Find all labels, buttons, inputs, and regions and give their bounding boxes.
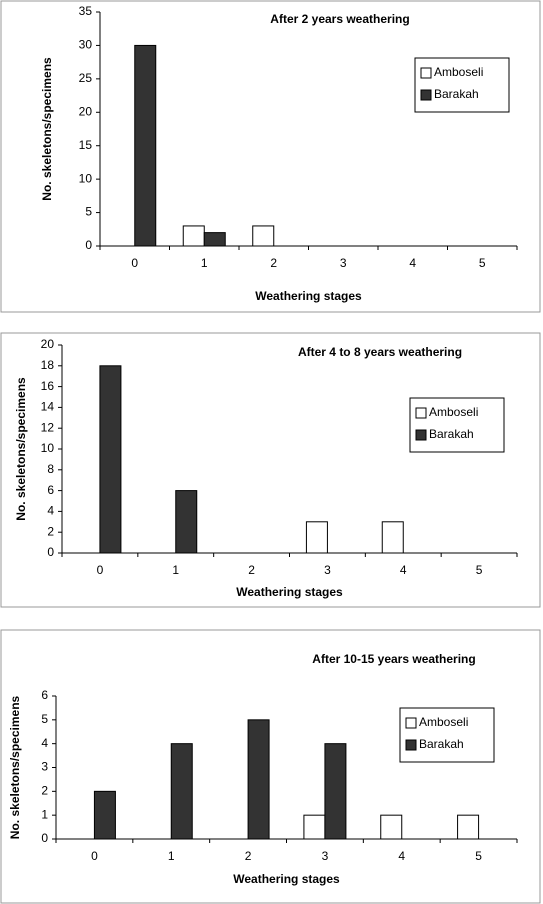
y-tick-label: 2 [47, 524, 54, 538]
bar [99, 365, 122, 554]
y-tick-label: 10 [41, 441, 55, 455]
bar [203, 232, 226, 247]
y-tick-label: 15 [79, 138, 93, 152]
x-tick-label: 4 [398, 849, 405, 863]
y-tick-label: 0 [85, 238, 92, 252]
chart-title: After 10-15 years weathering [312, 652, 475, 666]
x-tick-label: 5 [475, 849, 482, 863]
y-tick-label: 0 [47, 545, 54, 559]
y-tick-label: 2 [41, 784, 48, 798]
legend-label: Barakah [434, 87, 479, 101]
legend-box [409, 397, 505, 453]
x-tick-label: 1 [172, 563, 179, 577]
legend-label: Amboseli [419, 715, 468, 729]
chart-title: After 4 to 8 years weathering [298, 345, 462, 359]
x-tick-label: 1 [201, 256, 208, 270]
x-axis-label: Weathering stages [255, 289, 362, 303]
y-tick-label: 3 [41, 760, 48, 774]
y-axis-label: No. skeletons/specimens [14, 377, 28, 521]
x-tick-label: 3 [322, 849, 329, 863]
bar [175, 490, 198, 554]
y-tick-label: 1 [41, 807, 48, 821]
bar [380, 814, 403, 840]
y-tick-label: 30 [79, 38, 93, 52]
bar [381, 521, 404, 554]
bar [182, 225, 205, 247]
bar [324, 743, 347, 840]
y-tick-label: 35 [79, 4, 93, 18]
x-tick-label: 2 [245, 849, 252, 863]
x-tick-label: 0 [131, 256, 138, 270]
x-tick-label: 5 [479, 256, 486, 270]
x-axis-label: Weathering stages [236, 585, 343, 599]
x-tick-label: 3 [324, 563, 331, 577]
y-tick-label: 4 [47, 504, 54, 518]
bar [305, 521, 328, 554]
y-tick-label: 6 [47, 483, 54, 497]
legend-label: Barakah [419, 737, 464, 751]
legend-swatch [420, 89, 432, 101]
x-axis-label: Weathering stages [233, 872, 340, 886]
x-tick-label: 4 [409, 256, 416, 270]
legend-box [414, 57, 510, 113]
legend-label: Amboseli [429, 405, 478, 419]
panel [0, 332, 541, 608]
x-tick-label: 0 [97, 563, 104, 577]
x-tick-label: 5 [476, 563, 483, 577]
x-tick-label: 2 [270, 256, 277, 270]
y-tick-label: 14 [41, 400, 55, 414]
legend-swatch [405, 717, 417, 729]
x-tick-label: 3 [340, 256, 347, 270]
y-tick-label: 18 [41, 358, 55, 372]
legend-swatch [415, 429, 427, 441]
y-tick-label: 25 [79, 71, 93, 85]
y-tick-label: 10 [79, 171, 93, 185]
bar [252, 225, 275, 247]
bar [134, 44, 157, 247]
y-axis-label: No. skeletons/specimens [8, 695, 22, 839]
y-axis-label: No. skeletons/specimens [40, 57, 54, 201]
bar [93, 790, 116, 840]
panel [0, 629, 541, 904]
y-tick-label: 12 [41, 420, 55, 434]
bar [247, 719, 270, 840]
y-tick-label: 4 [41, 736, 48, 750]
y-tick-label: 16 [41, 379, 55, 393]
x-tick-label: 1 [168, 849, 175, 863]
panel [0, 0, 541, 313]
y-tick-label: 5 [85, 205, 92, 219]
legend-label: Barakah [429, 427, 474, 441]
y-tick-label: 6 [41, 688, 48, 702]
legend-swatch [405, 739, 417, 751]
legend-box [399, 707, 495, 763]
y-tick-label: 5 [41, 712, 48, 726]
x-tick-label: 0 [91, 849, 98, 863]
y-tick-label: 20 [41, 337, 55, 351]
x-tick-label: 4 [400, 563, 407, 577]
y-tick-label: 20 [79, 104, 93, 118]
bar [170, 743, 193, 840]
legend-swatch [420, 67, 432, 79]
legend-label: Amboseli [434, 65, 483, 79]
x-tick-label: 2 [248, 563, 255, 577]
chart-title: After 2 years weathering [270, 12, 409, 26]
y-tick-label: 0 [41, 831, 48, 845]
bar [457, 814, 480, 840]
legend-swatch [415, 407, 427, 419]
y-tick-label: 8 [47, 462, 54, 476]
bar [303, 814, 326, 840]
